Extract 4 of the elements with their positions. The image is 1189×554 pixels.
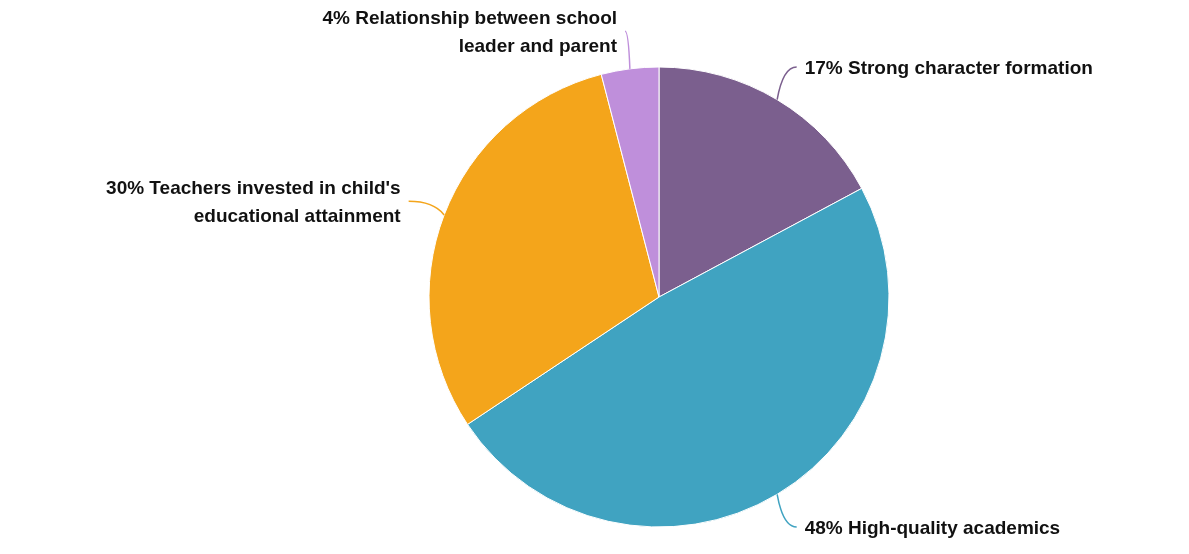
slice-label: 4% Relationship between school leader and parent [322,6,618,56]
slice-label: 30% Teachers invested in child's educational attainment [106,176,402,226]
slice-label: 17% Strong character formation [804,56,1093,78]
slice-label: 48% High-quality academics [804,516,1061,538]
